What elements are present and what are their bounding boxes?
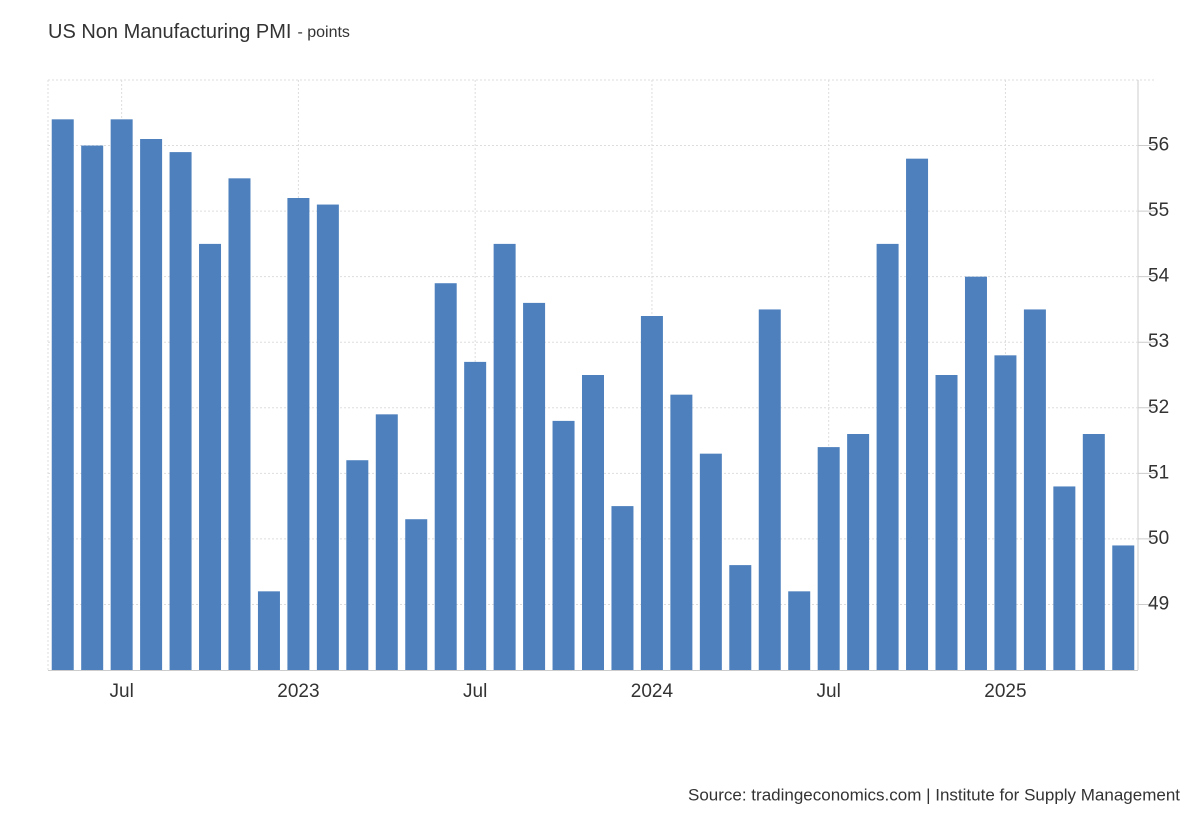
- bar: [346, 460, 369, 670]
- bar: [758, 309, 781, 670]
- bar: [1023, 309, 1046, 670]
- bar: [405, 519, 428, 670]
- bar: [523, 302, 546, 670]
- subtitle: - points: [297, 24, 349, 41]
- bar: [1082, 434, 1105, 670]
- bar: [788, 591, 811, 670]
- bar: [640, 316, 663, 670]
- y-tick-label: 55: [1148, 200, 1169, 221]
- bar: [257, 591, 280, 670]
- bar: [847, 434, 870, 670]
- bar: [110, 119, 133, 671]
- bar: [994, 355, 1017, 670]
- y-tick-label: 53: [1148, 331, 1169, 352]
- y-tick-label: 56: [1148, 135, 1169, 156]
- chart-title: US Non Manufacturing PMI - points: [48, 21, 350, 43]
- bar: [935, 375, 958, 670]
- title: US Non Manufacturing PMI: [48, 21, 291, 43]
- bar: [287, 198, 310, 670]
- bar: [699, 453, 722, 670]
- x-tick-label: Jul: [110, 681, 134, 702]
- bar: [199, 243, 222, 670]
- bar: [906, 158, 929, 670]
- x-tick-label: Jul: [817, 681, 841, 702]
- bar: [493, 243, 516, 670]
- bar: [670, 394, 693, 670]
- bar: [81, 145, 104, 671]
- source: Source: tradingeconomics.com | Institute…: [688, 785, 1180, 804]
- bar: [611, 506, 634, 670]
- bar: [817, 447, 840, 670]
- y-tick-label: 51: [1148, 462, 1169, 483]
- bar: [140, 139, 163, 670]
- bar: [464, 361, 487, 670]
- bar: [434, 283, 457, 670]
- y-tick-label: 54: [1148, 266, 1170, 287]
- bar: [876, 243, 899, 670]
- y-tick-label: 52: [1148, 397, 1169, 418]
- y-tick-label: 49: [1148, 593, 1169, 614]
- y-tick-label: 50: [1148, 528, 1169, 549]
- bar: [1112, 545, 1135, 670]
- bar: [316, 204, 339, 671]
- bar: [729, 565, 752, 670]
- bar: [964, 276, 987, 670]
- x-tick-label: 2025: [984, 681, 1026, 702]
- bar: [228, 178, 251, 671]
- bar: [1053, 486, 1076, 670]
- bar: [375, 414, 398, 670]
- x-tick-label: Jul: [463, 681, 487, 702]
- bar: [552, 420, 575, 670]
- x-tick-label: 2024: [631, 681, 674, 702]
- bar: [582, 375, 604, 670]
- bar: [169, 152, 192, 671]
- bar: [51, 119, 74, 671]
- x-tick-label: 2023: [277, 681, 319, 702]
